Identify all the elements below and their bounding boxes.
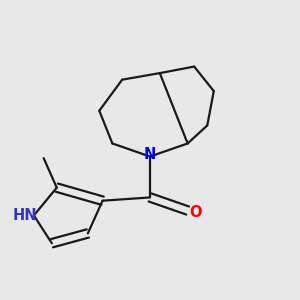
Text: N: N (144, 147, 156, 162)
Text: HN: HN (12, 208, 37, 223)
Text: O: O (190, 205, 202, 220)
